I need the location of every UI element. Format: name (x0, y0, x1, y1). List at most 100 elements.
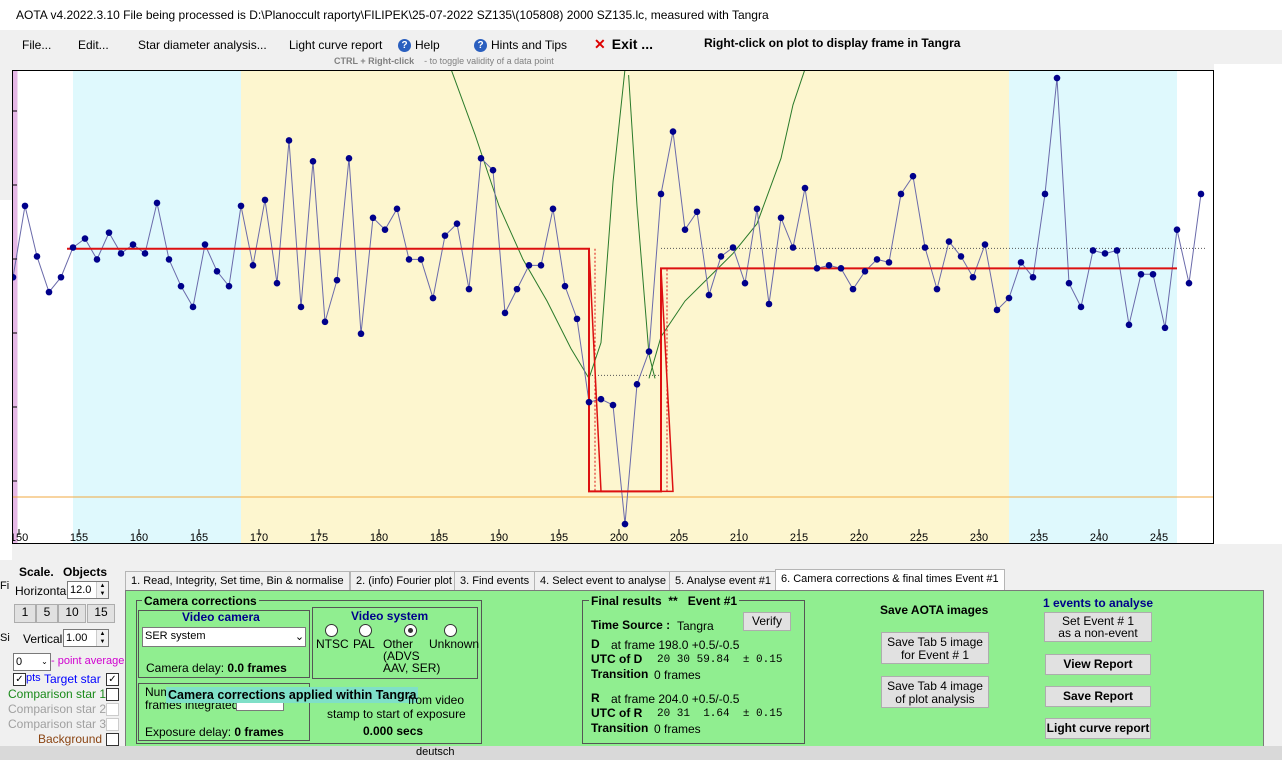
x-tick-label: 240 (1090, 532, 1108, 543)
point-average-select[interactable]: 0 ⌄ (13, 653, 51, 671)
comparison-star-3-checkbox[interactable] (106, 718, 119, 731)
data-point (477, 155, 485, 162)
zoom-button-5[interactable]: 5 (36, 604, 58, 623)
zoom-button-10[interactable]: 10 (58, 604, 86, 623)
num-label: Num (145, 685, 171, 699)
data-point (789, 244, 797, 251)
light-curve-svg[interactable]: 150 155 160 165 170 175 180 185 190 195 200 205 210 2… (13, 71, 1213, 543)
spin-arrows-icon[interactable]: ▲ ▼ (96, 582, 108, 598)
data-point (585, 398, 593, 406)
data-point (213, 267, 221, 275)
tab-read-integrity[interactable]: 1. Read, Integrity, Set time, Bin & norm… (125, 571, 350, 590)
background-checkbox[interactable] (106, 733, 119, 746)
view-report-button[interactable]: View Report (1045, 654, 1151, 675)
menu-file[interactable]: File... (22, 38, 52, 52)
vertical-scale-stepper[interactable]: 1.00 ▲ ▼ (63, 629, 109, 647)
camera-delay-text: Camera delay: (146, 661, 225, 675)
exposure-delay-label: Exposure delay: 0 frames (145, 725, 284, 739)
horizontal-scale-stepper[interactable]: 12.0 ▲ ▼ (67, 581, 109, 599)
x-tick-label: 175 (310, 532, 328, 543)
data-point (129, 241, 137, 248)
comparison-star-2-checkbox[interactable] (106, 703, 119, 716)
data-point (633, 380, 641, 388)
invalid-point-band (13, 71, 18, 543)
data-point (777, 214, 785, 222)
data-point (741, 279, 749, 287)
save-tab4-line2: of plot analysis (895, 692, 975, 706)
exposure-secs-value: 0.000 secs (363, 724, 424, 738)
data-point (621, 520, 629, 528)
light-curve-plot[interactable]: 150 155 160 165 170 175 180 185 190 195 200 205 210 2… (12, 70, 1214, 544)
tab-analyse-event[interactable]: 5. Analyse event #1 (669, 571, 778, 590)
unknown-label: Unknown (429, 637, 480, 651)
camera-delay-value: 0.0 frames (227, 661, 287, 675)
data-point (873, 256, 881, 263)
zoom-button-1[interactable]: 1 (14, 604, 36, 623)
ctrl-hint-text: - to toggle validity of a data point (424, 56, 554, 66)
data-point (201, 241, 209, 248)
data-point (1029, 273, 1037, 281)
tab-fourier[interactable]: 2. (info) Fourier plot (350, 571, 458, 590)
menu-star-diameter[interactable]: Star diameter analysis... (138, 38, 267, 52)
x-tick-label: 190 (490, 532, 508, 543)
target-star-checkbox[interactable]: ✓ (106, 673, 119, 686)
menu-hints[interactable]: ? Hints and Tips (474, 38, 567, 53)
data-point (321, 318, 329, 326)
tab-camera-corrections[interactable]: 6. Camera corrections & final times Even… (775, 569, 1005, 591)
data-point (945, 238, 953, 245)
save-report-button[interactable]: Save Report (1045, 686, 1151, 707)
applied-in-tangra-banner: Camera corrections applied within Tangra (166, 687, 419, 703)
data-point (753, 205, 761, 213)
point-average-label: - point average (51, 655, 125, 667)
data-point (393, 205, 401, 213)
light-curve-line (13, 77, 1202, 525)
data-point (1005, 294, 1013, 302)
zone-outside-2 (1009, 71, 1177, 543)
final-results-stars: ** (668, 594, 678, 608)
data-point (681, 226, 689, 233)
camera-corrections-panel: Camera corrections Video camera SER syst… (125, 590, 1264, 748)
menu-light-curve-report[interactable]: Light curve report (289, 38, 383, 52)
vertical-label: Vertical (23, 632, 63, 646)
zoom-button-15[interactable]: 15 (87, 604, 115, 623)
exposure-group (138, 683, 310, 741)
tab-select-event[interactable]: 4. Select event to analyse (534, 571, 672, 590)
tab-find-events[interactable]: 3. Find events (454, 571, 536, 590)
camera-select[interactable]: SER system ⌄ (142, 627, 306, 647)
transition-r-value: 0 frames (654, 722, 701, 736)
events-to-analyse-label: 1 events to analyse (1043, 596, 1154, 610)
data-point (345, 155, 353, 162)
set-non-event-button[interactable]: Set Event # 1 as a non-event (1044, 612, 1152, 642)
radio-other[interactable] (404, 624, 417, 637)
save-tab5-button[interactable]: Save Tab 5 image for Event # 1 (881, 632, 989, 664)
save-tab4-button[interactable]: Save Tab 4 image of plot analysis (881, 676, 989, 708)
pts-checkbox[interactable]: ✓ (13, 673, 26, 686)
spin-arrows-icon[interactable]: ▲ ▼ (96, 630, 108, 646)
data-point (801, 184, 809, 192)
transition-r-label: Transition (591, 721, 649, 735)
light-curve-report-button[interactable]: Light curve report (1045, 718, 1151, 739)
radio-unknown[interactable] (444, 624, 457, 637)
objects-label: Objects (63, 565, 108, 579)
camera-corrections-title: Camera corrections (142, 594, 259, 608)
hints-icon: ? (474, 39, 487, 53)
menu-help[interactable]: ? Help (398, 38, 440, 53)
data-point (369, 214, 377, 222)
data-point (309, 157, 317, 165)
taskbar-language: deutsch (416, 746, 455, 758)
utc-r-label: UTC of R (591, 706, 643, 720)
menu-edit[interactable]: Edit... (78, 38, 109, 52)
radio-pal[interactable] (359, 624, 372, 637)
comparison-star-1-checkbox[interactable] (106, 688, 119, 701)
data-point (417, 256, 425, 263)
data-point (13, 273, 17, 281)
radio-ntsc[interactable] (325, 624, 338, 637)
menu-exit[interactable]: ✕ Exit ... (594, 36, 653, 53)
menu-exit-label: Exit ... (611, 36, 653, 52)
x-tick-label: 205 (670, 532, 688, 543)
x-tick-label: 185 (430, 532, 448, 543)
data-point (1041, 190, 1049, 198)
data-point (717, 253, 725, 260)
verify-button[interactable]: Verify (743, 612, 791, 631)
video-system-title: Video system (351, 609, 429, 623)
